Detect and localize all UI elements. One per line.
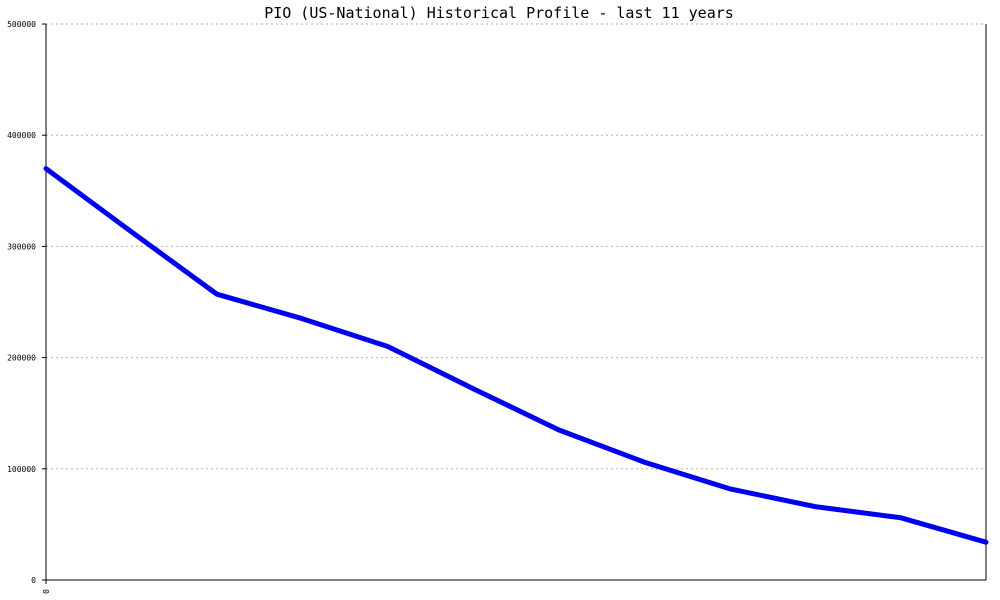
x-tick-labels: 0 — [42, 580, 51, 594]
y-tick-label: 500000 — [7, 20, 36, 29]
chart-title: PIO (US-National) Historical Profile - l… — [264, 4, 734, 22]
y-tick-label: 100000 — [7, 465, 36, 474]
y-tick-label: 300000 — [7, 242, 36, 251]
series-group — [43, 166, 989, 545]
x-tick-label: 0 — [42, 589, 51, 594]
grid — [46, 23, 986, 470]
y-tick-label: 0 — [31, 576, 36, 585]
y-tick-label: 200000 — [7, 354, 36, 363]
series-line — [43, 166, 989, 545]
y-tick-label: 400000 — [7, 131, 36, 140]
axes — [45, 24, 987, 581]
y-tick-labels: 0 100000 200000 300000 400000 500000 — [7, 20, 46, 585]
